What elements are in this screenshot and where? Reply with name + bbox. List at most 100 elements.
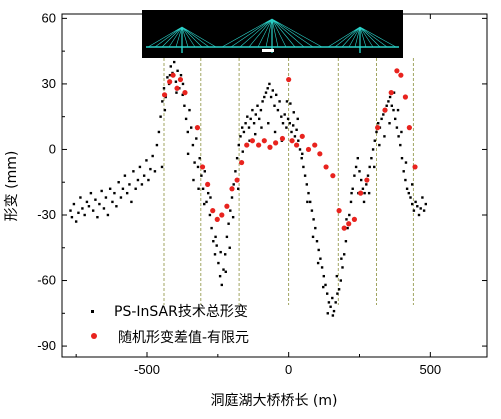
ps-insar-point — [340, 257, 343, 260]
ps-insar-point — [388, 122, 391, 125]
ps-insar-point — [193, 161, 196, 164]
bridge-inset — [142, 10, 403, 58]
ps-insar-point — [104, 196, 108, 199]
y-tick-label: 30 — [42, 76, 56, 91]
ps-insar-point — [100, 189, 103, 193]
ps-insar-point — [343, 253, 346, 256]
x-axis-ticks: -500 0 500 — [75, 14, 441, 377]
fem-point — [219, 212, 225, 218]
ps-insar-point — [254, 113, 257, 116]
ps-insar-point — [74, 220, 78, 223]
ps-insar-point — [411, 183, 414, 186]
ps-insar-point — [288, 122, 291, 125]
ps-insar-point — [117, 181, 120, 184]
ps-insar-point — [395, 126, 399, 129]
fem-point — [261, 138, 267, 144]
fem-point — [341, 225, 347, 231]
ps-insar-point — [230, 196, 234, 199]
fem-point — [336, 208, 342, 214]
fem-point — [177, 76, 184, 83]
ps-insar-point — [157, 130, 161, 134]
fem-point — [412, 164, 418, 170]
ps-insar-point — [309, 200, 312, 204]
ps-insar-point — [268, 82, 271, 86]
ps-insar-point — [213, 253, 217, 256]
fem-point — [210, 208, 216, 214]
ps-insar-point — [390, 104, 393, 107]
ps-insar-point — [175, 91, 178, 94]
ps-insar-point — [249, 117, 252, 121]
series-fem — [161, 68, 418, 231]
ps-insar-point — [409, 196, 412, 199]
fem-point — [170, 72, 176, 78]
x-axis-label: 洞庭湖大桥桥长 (m) — [210, 392, 337, 409]
ps-insar-point — [153, 170, 157, 173]
ps-insar-point — [402, 170, 405, 173]
ps-insar-point — [111, 200, 114, 204]
ps-insar-point — [417, 213, 421, 217]
ps-insar-point — [301, 152, 304, 156]
ps-insar-point — [173, 60, 176, 64]
ps-insar-point — [85, 200, 89, 204]
ps-insar-point — [273, 104, 276, 107]
ps-insar-point — [176, 69, 179, 73]
ps-insar-point — [361, 187, 365, 190]
fem-point — [294, 142, 300, 148]
ps-insar-point — [244, 122, 247, 125]
ps-insar-point — [102, 207, 106, 210]
fem-point — [323, 164, 329, 170]
fem-point — [289, 138, 295, 144]
ps-insar-point — [373, 165, 376, 169]
ps-insar-point — [256, 104, 259, 107]
ps-insar-point — [246, 115, 249, 118]
bridge-cables — [147, 26, 217, 48]
ps-insar-point — [344, 240, 348, 243]
ps-insar-point — [149, 167, 152, 171]
ps-insar-point — [81, 207, 84, 210]
ps-insar-point — [263, 95, 266, 99]
fem-point — [388, 90, 394, 96]
series-ps-insar — [69, 60, 427, 317]
ps-insar-point — [225, 235, 229, 239]
ps-insar-point — [295, 128, 298, 131]
ps-insar-point — [281, 122, 285, 125]
ps-insar-point — [373, 139, 376, 142]
ps-insar-point — [209, 196, 212, 199]
ps-insar-point — [392, 91, 396, 94]
ps-insar-point — [200, 174, 203, 177]
ps-insar-point — [195, 137, 198, 140]
bridge-drawing — [146, 18, 399, 53]
ps-insar-point — [315, 240, 319, 243]
ps-insar-point — [229, 209, 232, 212]
ps-insar-point — [383, 135, 386, 138]
ps-insar-point — [320, 266, 324, 269]
ps-insar-point — [224, 253, 227, 256]
ps-insar-point — [237, 143, 240, 147]
ps-insar-point — [351, 187, 354, 190]
ps-insar-point — [387, 100, 390, 103]
ps-insar-point — [160, 165, 164, 169]
ps-insar-point — [366, 174, 370, 177]
ps-insar-point — [186, 130, 189, 134]
x-tick-label: 500 — [419, 362, 441, 377]
ps-insar-point — [145, 159, 148, 162]
ps-insar-point — [358, 170, 361, 173]
ps-insar-point — [130, 200, 133, 204]
ps-insar-point — [151, 154, 154, 158]
ps-insar-point — [264, 91, 268, 94]
ps-insar-point — [205, 200, 208, 204]
ps-insar-point — [136, 178, 140, 182]
ps-insar-point — [327, 301, 331, 304]
fem-point — [330, 173, 336, 179]
ps-insar-point — [91, 209, 95, 212]
ps-insar-point — [181, 82, 185, 86]
ps-insar-point — [296, 117, 299, 121]
ps-insar-point — [132, 170, 135, 173]
ps-insar-point — [197, 187, 200, 190]
fem-point — [267, 144, 273, 150]
ps-insar-point — [385, 104, 388, 107]
ps-insar-point — [258, 117, 261, 121]
ps-insar-point — [239, 135, 242, 138]
ps-insar-point — [314, 226, 317, 230]
